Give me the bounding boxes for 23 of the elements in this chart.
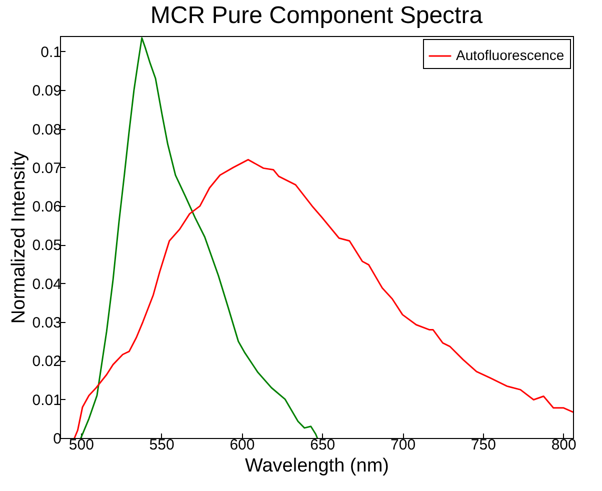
x-tick-label: 800 (551, 436, 576, 454)
x-tick-label: 700 (390, 436, 416, 454)
x-tick-label: 650 (310, 436, 336, 454)
line-series (80, 37, 318, 438)
x-axis-title: Wavelength (nm) (245, 456, 389, 476)
legend-label: Autofluorescence (456, 47, 564, 63)
x-tick-label: 600 (230, 436, 255, 454)
y-tick-label: 0.07 (32, 160, 62, 177)
y-tick-label: 0.09 (32, 82, 62, 100)
y-axis-title: Normalized Intensity (8, 150, 30, 324)
y-tick-label: 0.02 (32, 353, 62, 370)
line-series (74, 158, 573, 438)
x-tick-label: 550 (149, 436, 174, 454)
y-tick-label: 0.01 (32, 392, 62, 409)
y-tick-label: 0.1 (40, 44, 62, 61)
chart-title: MCR Pure Component Spectra (150, 2, 484, 29)
y-tick-label: 0.06 (32, 198, 62, 216)
x-tick-label: 500 (68, 436, 94, 454)
y-tick-label: 0.05 (32, 237, 62, 254)
y-tick-label: 0.04 (32, 276, 62, 293)
x-tick-label: 750 (470, 436, 496, 454)
y-tick-label: 0.08 (32, 121, 62, 138)
y-tick-label: 0.03 (32, 314, 62, 332)
